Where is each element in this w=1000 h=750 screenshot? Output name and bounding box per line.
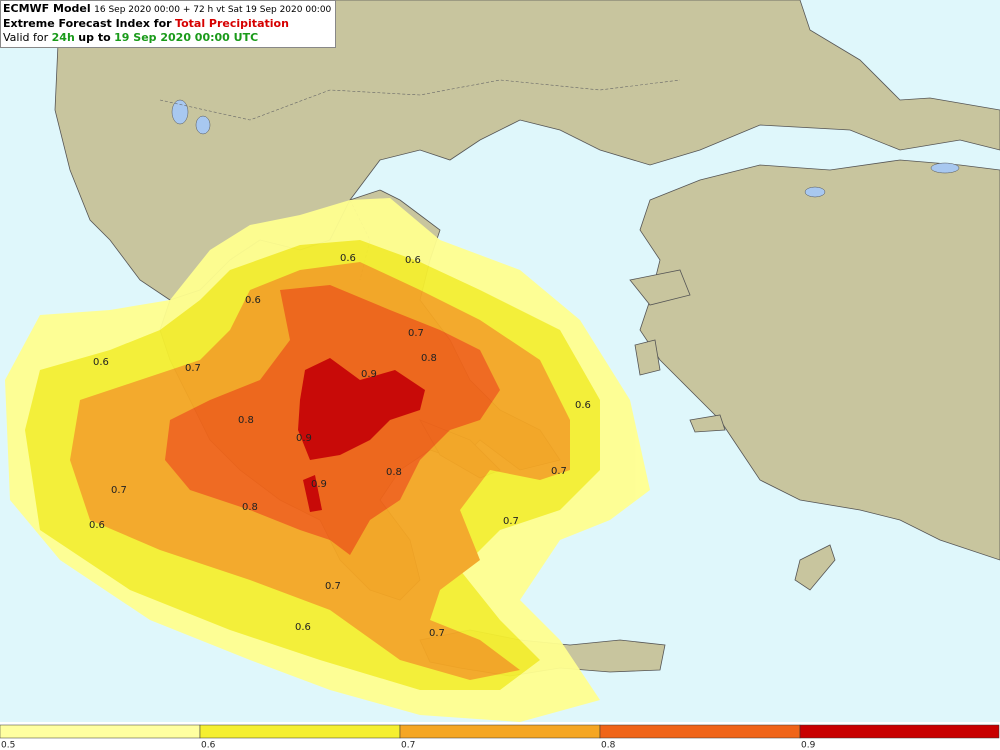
contour-label: 0.7: [185, 363, 201, 374]
chios: [634, 339, 661, 376]
contour-label: 0.6: [245, 295, 261, 306]
contour-label: 0.6: [575, 400, 591, 411]
header-line: ECMWF Model 16 Sep 2020 00:00 + 72 h vt …: [3, 2, 331, 17]
colorbar-label: 0.5: [1, 741, 15, 750]
colorbar: 0.5 0.6 0.7 0.8 0.9: [0, 724, 1000, 750]
model-name: ECMWF Model: [3, 2, 91, 15]
lesbos: [629, 269, 691, 306]
valid-middle: up to: [78, 31, 111, 44]
contour-label: 0.8: [242, 502, 258, 513]
colorbar-label: 0.7: [401, 741, 415, 750]
contour-label: 0.9: [311, 479, 327, 490]
header-line: Valid for 24h up to 19 Sep 2020 00:00 UT…: [3, 31, 331, 45]
efi-band-09b: [303, 475, 322, 512]
contour-label: 0.7: [551, 466, 567, 477]
contour-label: 0.6: [89, 520, 105, 531]
index-title: Extreme Forecast Index for: [3, 17, 172, 30]
contour-label: 0.7: [408, 328, 424, 339]
contour-label: 0.6: [295, 622, 311, 633]
run-info: 16 Sep 2020 00:00 + 72 h vt Sat 19 Sep 2…: [94, 5, 332, 15]
colorbar-label: 0.9: [801, 741, 816, 750]
samos: [689, 414, 726, 433]
efi-shading: [5, 198, 650, 722]
contour-labels: 0.6 0.6 0.6 0.7 0.8 0.6 0.7 0.9 0.6 0.8 …: [89, 253, 591, 639]
contour-label: 0.8: [421, 353, 437, 364]
colorbar-segment: [599, 724, 801, 739]
contour-label: 0.7: [503, 516, 519, 527]
valid-prefix: Valid for: [3, 31, 49, 44]
header-line: Extreme Forecast Index for Total Precipi…: [3, 17, 331, 31]
contour-label: 0.9: [361, 369, 377, 380]
lake: [195, 115, 211, 135]
contour-label: 0.6: [340, 253, 356, 264]
lake: [930, 162, 960, 174]
turkey: [639, 159, 1000, 561]
valid-time: 19 Sep 2020 00:00 UTC: [114, 31, 259, 44]
lake: [171, 99, 189, 125]
period: 24h: [51, 31, 75, 44]
colorbar-segment: [199, 724, 401, 739]
contour-label: 0.7: [111, 485, 127, 496]
colorbar-label: 0.8: [601, 741, 616, 750]
colorbar-segment: [0, 724, 201, 739]
contour-label: 0.9: [296, 433, 312, 444]
lake: [804, 186, 826, 198]
contour-label: 0.6: [93, 357, 109, 368]
colorbar-label: 0.6: [201, 741, 216, 750]
efi-band-09: [298, 358, 425, 460]
contour-label: 0.7: [325, 581, 341, 592]
header: ECMWF Model 16 Sep 2020 00:00 + 72 h vt …: [0, 0, 337, 48]
contour-label: 0.6: [405, 255, 421, 266]
colorbar-segment: [399, 724, 601, 739]
contour-label: 0.7: [429, 628, 445, 639]
parameter: Total Precipitation: [175, 17, 289, 30]
contour-label: 0.8: [238, 415, 254, 426]
rhodes: [794, 544, 836, 591]
colorbar-segment: [799, 724, 1000, 739]
contour-label: 0.8: [386, 467, 402, 478]
